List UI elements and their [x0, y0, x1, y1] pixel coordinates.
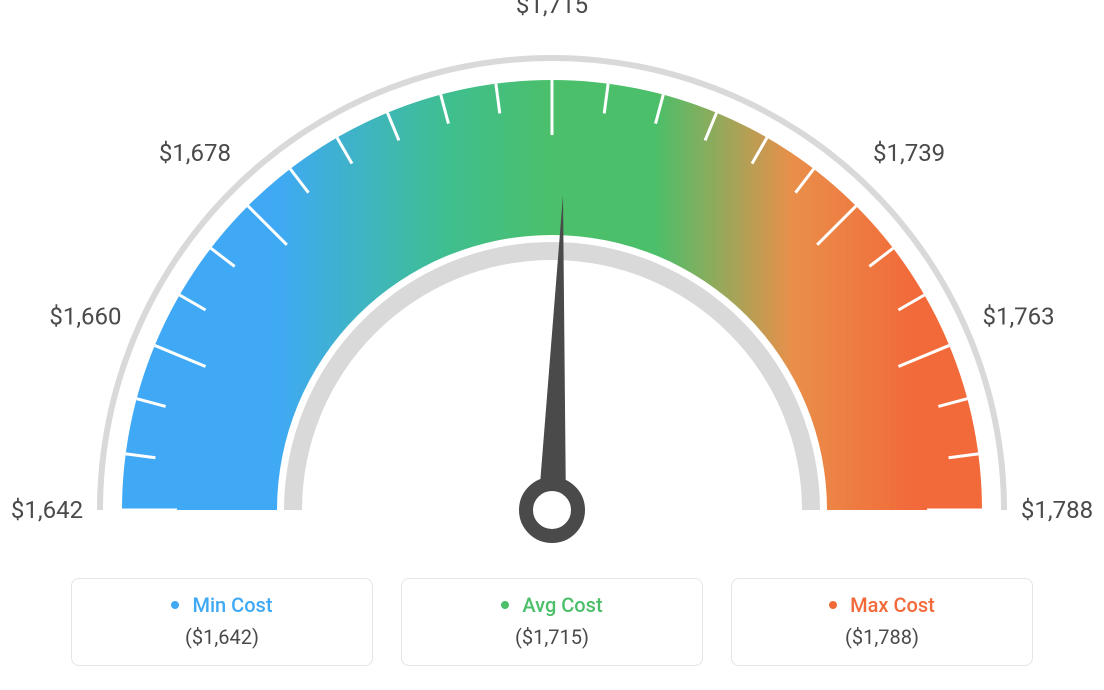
legend-label-min: Min Cost	[192, 593, 272, 617]
legend-dot-max	[829, 601, 837, 609]
legend-dot-min	[171, 601, 179, 609]
svg-text:$1,642: $1,642	[11, 496, 83, 524]
svg-text:$1,715: $1,715	[516, 0, 588, 19]
legend-label-avg: Avg Cost	[522, 593, 602, 617]
legend-row: Min Cost ($1,642) Avg Cost ($1,715) Max …	[0, 578, 1104, 666]
legend-value-min: ($1,642)	[72, 625, 372, 649]
legend-dot-avg	[501, 601, 509, 609]
legend-value-max: ($1,788)	[732, 625, 1032, 649]
svg-text:$1,678: $1,678	[159, 139, 231, 167]
svg-text:$1,788: $1,788	[1021, 496, 1093, 524]
legend-card-min: Min Cost ($1,642)	[71, 578, 373, 666]
cost-gauge: $1,642 $1,660 $1,678 $1,715 $1,739 $1,763 $1,7…	[0, 0, 1104, 560]
legend-value-avg: ($1,715)	[402, 625, 702, 649]
legend-card-avg: Avg Cost ($1,715)	[401, 578, 703, 666]
svg-text:$1,739: $1,739	[873, 139, 945, 167]
svg-text:$1,660: $1,660	[49, 303, 121, 331]
legend-card-max: Max Cost ($1,788)	[731, 578, 1033, 666]
svg-text:$1,763: $1,763	[982, 303, 1054, 331]
legend-label-max: Max Cost	[850, 593, 935, 617]
